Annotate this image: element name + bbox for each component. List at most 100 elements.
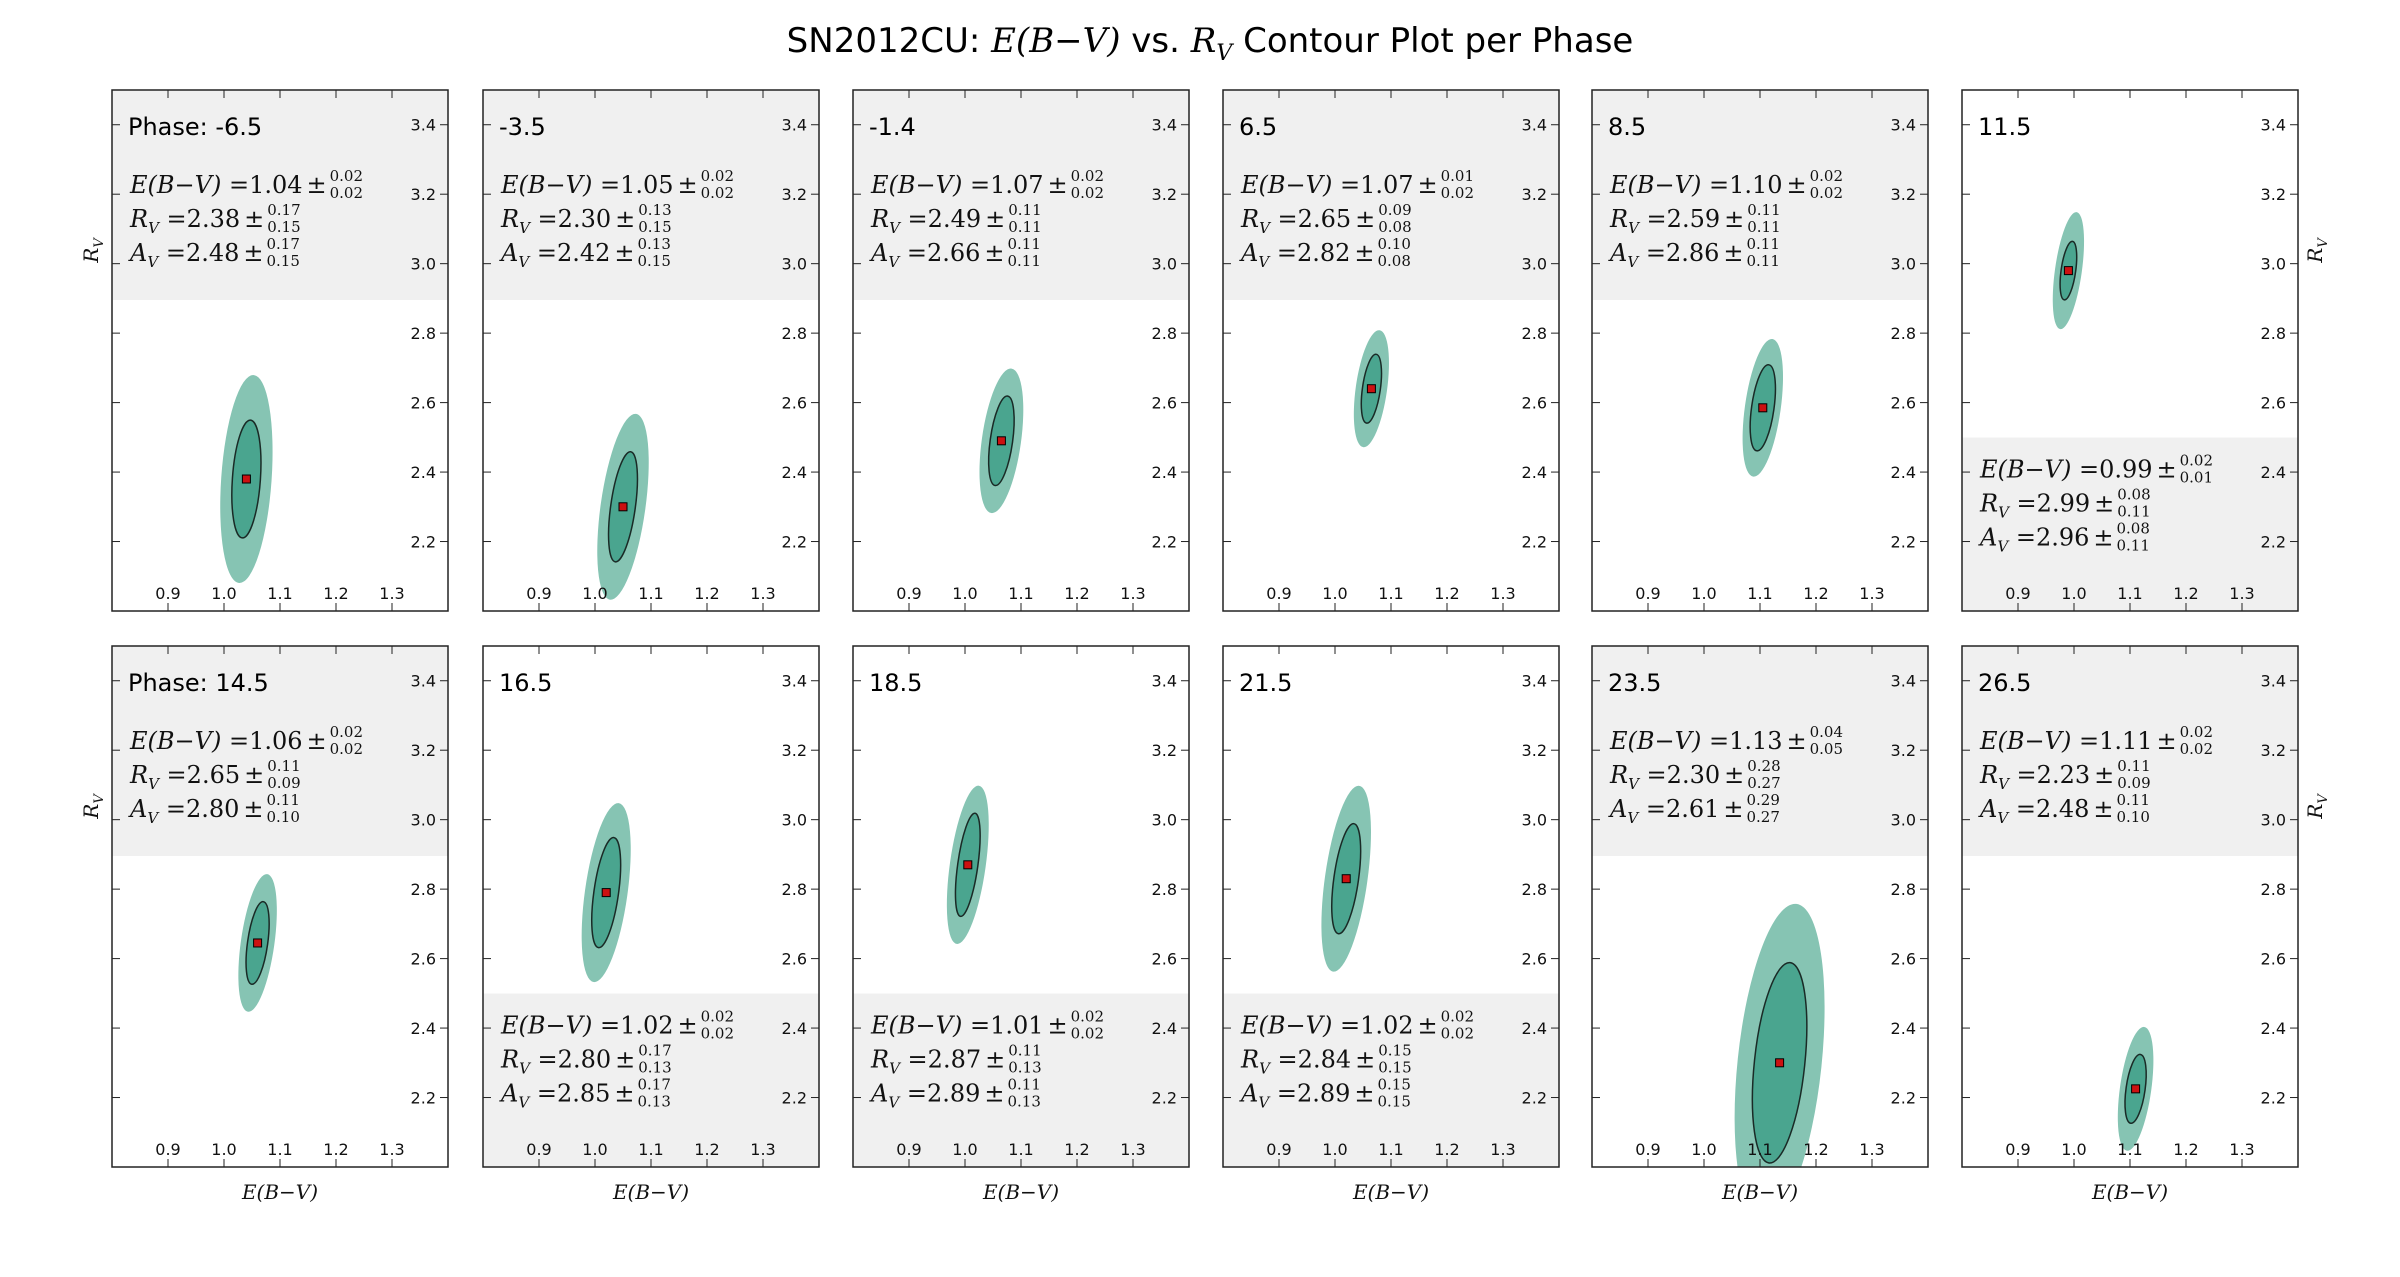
y-tick-label: 3.4 <box>1891 672 1916 691</box>
x-tick-label: 1.3 <box>1490 584 1515 603</box>
rv-stat-upper-error: 0.11 <box>267 757 300 775</box>
x-tick-label: 0.9 <box>1266 584 1291 603</box>
phase-label: 16.5 <box>499 669 552 697</box>
y-tick-label: 3.0 <box>1152 811 1177 830</box>
ebv-stat-upper-error: 0.02 <box>2180 452 2213 470</box>
phase-label: 18.5 <box>869 669 922 697</box>
y-tick-label: 3.4 <box>1891 116 1916 135</box>
ebv-stat-lower-error: 0.02 <box>1441 1025 1474 1043</box>
rv-stat-lower-error: 0.09 <box>267 774 300 792</box>
ebv-stat: E(B−V) =1.06 ± <box>129 727 327 755</box>
y-tick-label: 2.4 <box>2261 463 2286 482</box>
rv-stat: RV =2.59 ± <box>1609 205 1744 237</box>
ebv-stat: E(B−V) =1.07 ± <box>870 171 1068 199</box>
x-tick-label: 1.1 <box>1747 1140 1772 1159</box>
av-stat-upper-error: 0.10 <box>1377 235 1410 253</box>
x-tick-label: 1.2 <box>2173 1140 2198 1159</box>
phase-label: 6.5 <box>1239 113 1277 141</box>
x-tick-label: 1.2 <box>1434 584 1459 603</box>
x-tick-label: 1.0 <box>1322 584 1347 603</box>
rv-stat-lower-error: 0.15 <box>267 218 300 236</box>
best-fit-marker <box>241 474 251 484</box>
av-stat: AV =2.89 ± <box>869 1080 1004 1112</box>
y-tick-label: 3.4 <box>782 672 807 691</box>
y-tick-label: 3.0 <box>2261 811 2286 830</box>
y-tick-label: 3.0 <box>2261 255 2286 274</box>
x-tick-label: 0.9 <box>526 1140 551 1159</box>
ebv-stat-lower-error: 0.02 <box>1441 184 1474 202</box>
ebv-stat-upper-error: 0.02 <box>1071 1008 1104 1026</box>
rv-stat-lower-error: 0.08 <box>1378 218 1411 236</box>
x-tick-label: 1.0 <box>582 584 607 603</box>
av-stat-upper-error: 0.11 <box>1746 235 1779 253</box>
x-tick-label: 1.2 <box>1434 1140 1459 1159</box>
panel-4: 0.9 1.0 1.1 1.2 1.3 2.2 2.4 2.6 2.8 3.0 3.2 3.4 6.5 E… <box>1222 89 1560 612</box>
legend-band <box>853 993 1189 1167</box>
y-tick-label: 2.4 <box>411 463 436 482</box>
legend-band <box>112 646 448 856</box>
legend-band <box>1962 646 2298 856</box>
y-tick-label: 3.4 <box>2261 116 2286 135</box>
y-tick-label: 2.6 <box>411 950 436 969</box>
x-tick-label: 1.3 <box>750 584 775 603</box>
x-axis-label: E(B−V) <box>1721 1180 1798 1204</box>
panel-3: 0.9 1.0 1.1 1.2 1.3 2.2 2.4 2.6 2.8 3.0 3.2 3.4 -1.4… <box>852 89 1190 612</box>
rv-stat: RV =2.38 ± <box>129 205 264 237</box>
x-axis-label: E(B−V) <box>2091 1180 2168 1204</box>
panel-8: 0.9 1.0 1.1 1.2 1.3 2.2 2.4 2.6 2.8 3.0 3.2 3.4 16.5… <box>482 645 820 1204</box>
panel-10: 0.9 1.0 1.1 1.2 1.3 2.2 2.4 2.6 2.8 3.0 3.2 3.4 21.5… <box>1222 645 1560 1204</box>
y-tick-label: 3.0 <box>411 811 436 830</box>
x-tick-label: 1.0 <box>2061 1140 2086 1159</box>
ebv-stat: E(B−V) =1.07 ± <box>1240 171 1438 199</box>
ebv-stat-lower-error: 0.01 <box>2180 469 2213 487</box>
x-tick-label: 1.3 <box>750 1140 775 1159</box>
y-tick-label: 2.2 <box>1891 1089 1916 1108</box>
phase-label: 11.5 <box>1978 113 2031 141</box>
av-stat-lower-error: 0.10 <box>266 808 299 826</box>
av-stat: AV =2.61 ± <box>1608 795 1743 827</box>
best-fit-marker <box>963 860 973 870</box>
av-stat: AV =2.96 ± <box>1978 524 2113 556</box>
y-tick-label: 2.2 <box>1891 533 1916 552</box>
legend-band <box>483 993 819 1167</box>
y-tick-label: 2.6 <box>1152 394 1177 413</box>
ebv-stat-lower-error: 0.02 <box>1810 184 1843 202</box>
y-tick-label: 3.4 <box>1522 672 1547 691</box>
av-stat-upper-error: 0.11 <box>1007 235 1040 253</box>
x-axis-label: E(B−V) <box>1352 1180 1429 1204</box>
rv-stat-upper-error: 0.09 <box>1378 201 1411 219</box>
y-tick-label: 2.2 <box>782 533 807 552</box>
legend-band <box>1962 437 2298 611</box>
ebv-stat-upper-error: 0.02 <box>1071 167 1104 185</box>
y-tick-label: 3.4 <box>2261 672 2286 691</box>
x-tick-label: 1.2 <box>1064 584 1089 603</box>
x-tick-label: 1.3 <box>2229 584 2254 603</box>
y-tick-label: 2.2 <box>411 533 436 552</box>
x-tick-label: 0.9 <box>155 584 180 603</box>
y-tick-label: 3.0 <box>1891 811 1916 830</box>
legend-band <box>1223 993 1559 1167</box>
rv-stat: RV =2.87 ± <box>870 1046 1005 1078</box>
y-tick-label: 2.8 <box>1522 324 1547 343</box>
y-tick-label: 2.4 <box>1522 1019 1547 1038</box>
phase-label: -1.4 <box>869 113 916 141</box>
av-stat-lower-error: 0.11 <box>2116 537 2149 555</box>
title-prefix: SN2012CU: <box>787 21 991 61</box>
av-stat: AV =2.66 ± <box>869 239 1004 271</box>
y-tick-label: 2.2 <box>1522 533 1547 552</box>
ebv-stat-upper-error: 0.02 <box>701 167 734 185</box>
x-tick-label: 1.3 <box>1490 1140 1515 1159</box>
y-tick-label: 3.2 <box>1152 741 1177 760</box>
av-stat-upper-error: 0.13 <box>637 235 670 253</box>
y-tick-label: 3.2 <box>782 185 807 204</box>
av-stat: AV =2.82 ± <box>1239 239 1374 271</box>
x-tick-label: 1.1 <box>1008 584 1033 603</box>
x-tick-label: 0.9 <box>896 1140 921 1159</box>
x-tick-label: 1.0 <box>211 584 236 603</box>
av-stat: AV =2.48 ± <box>1978 795 2113 827</box>
y-tick-label: 2.6 <box>2261 950 2286 969</box>
title-ysym: R <box>1190 21 1217 61</box>
av-stat: AV =2.48 ± <box>128 239 263 271</box>
phase-label: 26.5 <box>1978 669 2031 697</box>
ebv-stat-upper-error: 0.04 <box>1810 723 1843 741</box>
